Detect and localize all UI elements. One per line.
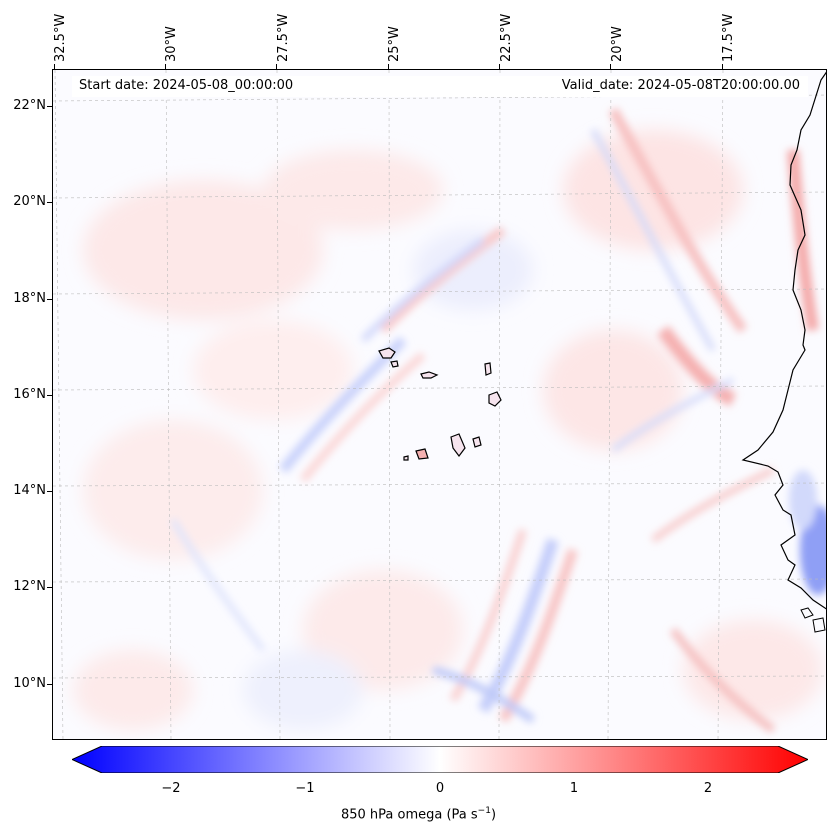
colorbar	[72, 746, 808, 773]
colorbar-label-main: 850 hPa omega (Pa s	[340, 807, 478, 823]
field-background-patches	[73, 130, 823, 730]
cape-verde-islands	[378, 347, 502, 461]
africa-coastline	[741, 71, 826, 610]
lon-label-32-5w: 32.5°W	[53, 13, 68, 62]
map-panel[interactable]	[52, 69, 827, 740]
lon-label-27-5w: 27.5°W	[276, 13, 291, 62]
colorbar-body	[72, 746, 808, 773]
lat-tick-4	[47, 491, 52, 492]
lat-tick-5	[47, 587, 52, 588]
lon-label-17-5w: 17.5°W	[721, 13, 736, 62]
lon-label-22-5w: 22.5°W	[499, 13, 514, 62]
coastline-islands	[800, 607, 826, 633]
lat-tick-1	[47, 202, 52, 203]
colorbar-tick-2: 2	[703, 781, 713, 796]
colorbar-label-exponent: −1	[477, 806, 491, 816]
colorbar-tick-1: 1	[569, 781, 579, 796]
lon-label-20w: 20°W	[610, 26, 625, 62]
lon-tick-3	[388, 64, 389, 69]
lat-tick-0	[47, 106, 52, 107]
lat-label-18n: 18°N	[13, 291, 46, 306]
field-filaments	[170, 107, 819, 734]
lon-tick-1	[165, 64, 166, 69]
lat-tick-6	[47, 684, 52, 685]
colorbar-label-end: )	[490, 807, 497, 823]
omega-field-map	[53, 70, 826, 739]
colorbar-label: 850 hPa omega (Pa s−1)	[0, 806, 837, 822]
lon-tick-6	[722, 64, 723, 69]
valid-date-label: Valid_date: 2024-05-08T20:00:00.00	[561, 78, 800, 93]
lat-tick-2	[47, 299, 52, 300]
lon-tick-5	[610, 64, 611, 69]
colorbar-tick-neg1: −1	[295, 781, 315, 796]
lon-tick-4	[499, 64, 500, 69]
lat-label-14n: 14°N	[13, 483, 46, 498]
colorbar-tick-0: 0	[435, 781, 445, 796]
lat-tick-3	[47, 395, 52, 396]
lon-label-30w: 30°W	[164, 26, 179, 62]
date-header-bar	[72, 76, 808, 97]
lon-label-25w: 25°W	[387, 26, 402, 62]
lat-label-22n: 22°N	[13, 98, 46, 113]
lat-label-12n: 12°N	[13, 579, 46, 594]
gridlines	[53, 70, 826, 739]
lat-label-20n: 20°N	[13, 194, 46, 209]
start-date-label: Start date: 2024-05-08_00:00:00	[79, 78, 294, 93]
colorbar-tick-neg2: −2	[161, 781, 181, 796]
coastal-ascent-zone	[789, 470, 826, 595]
lon-tick-0	[54, 64, 55, 69]
lat-label-16n: 16°N	[13, 387, 46, 402]
lon-tick-2	[276, 64, 277, 69]
lat-label-10n: 10°N	[13, 676, 46, 691]
